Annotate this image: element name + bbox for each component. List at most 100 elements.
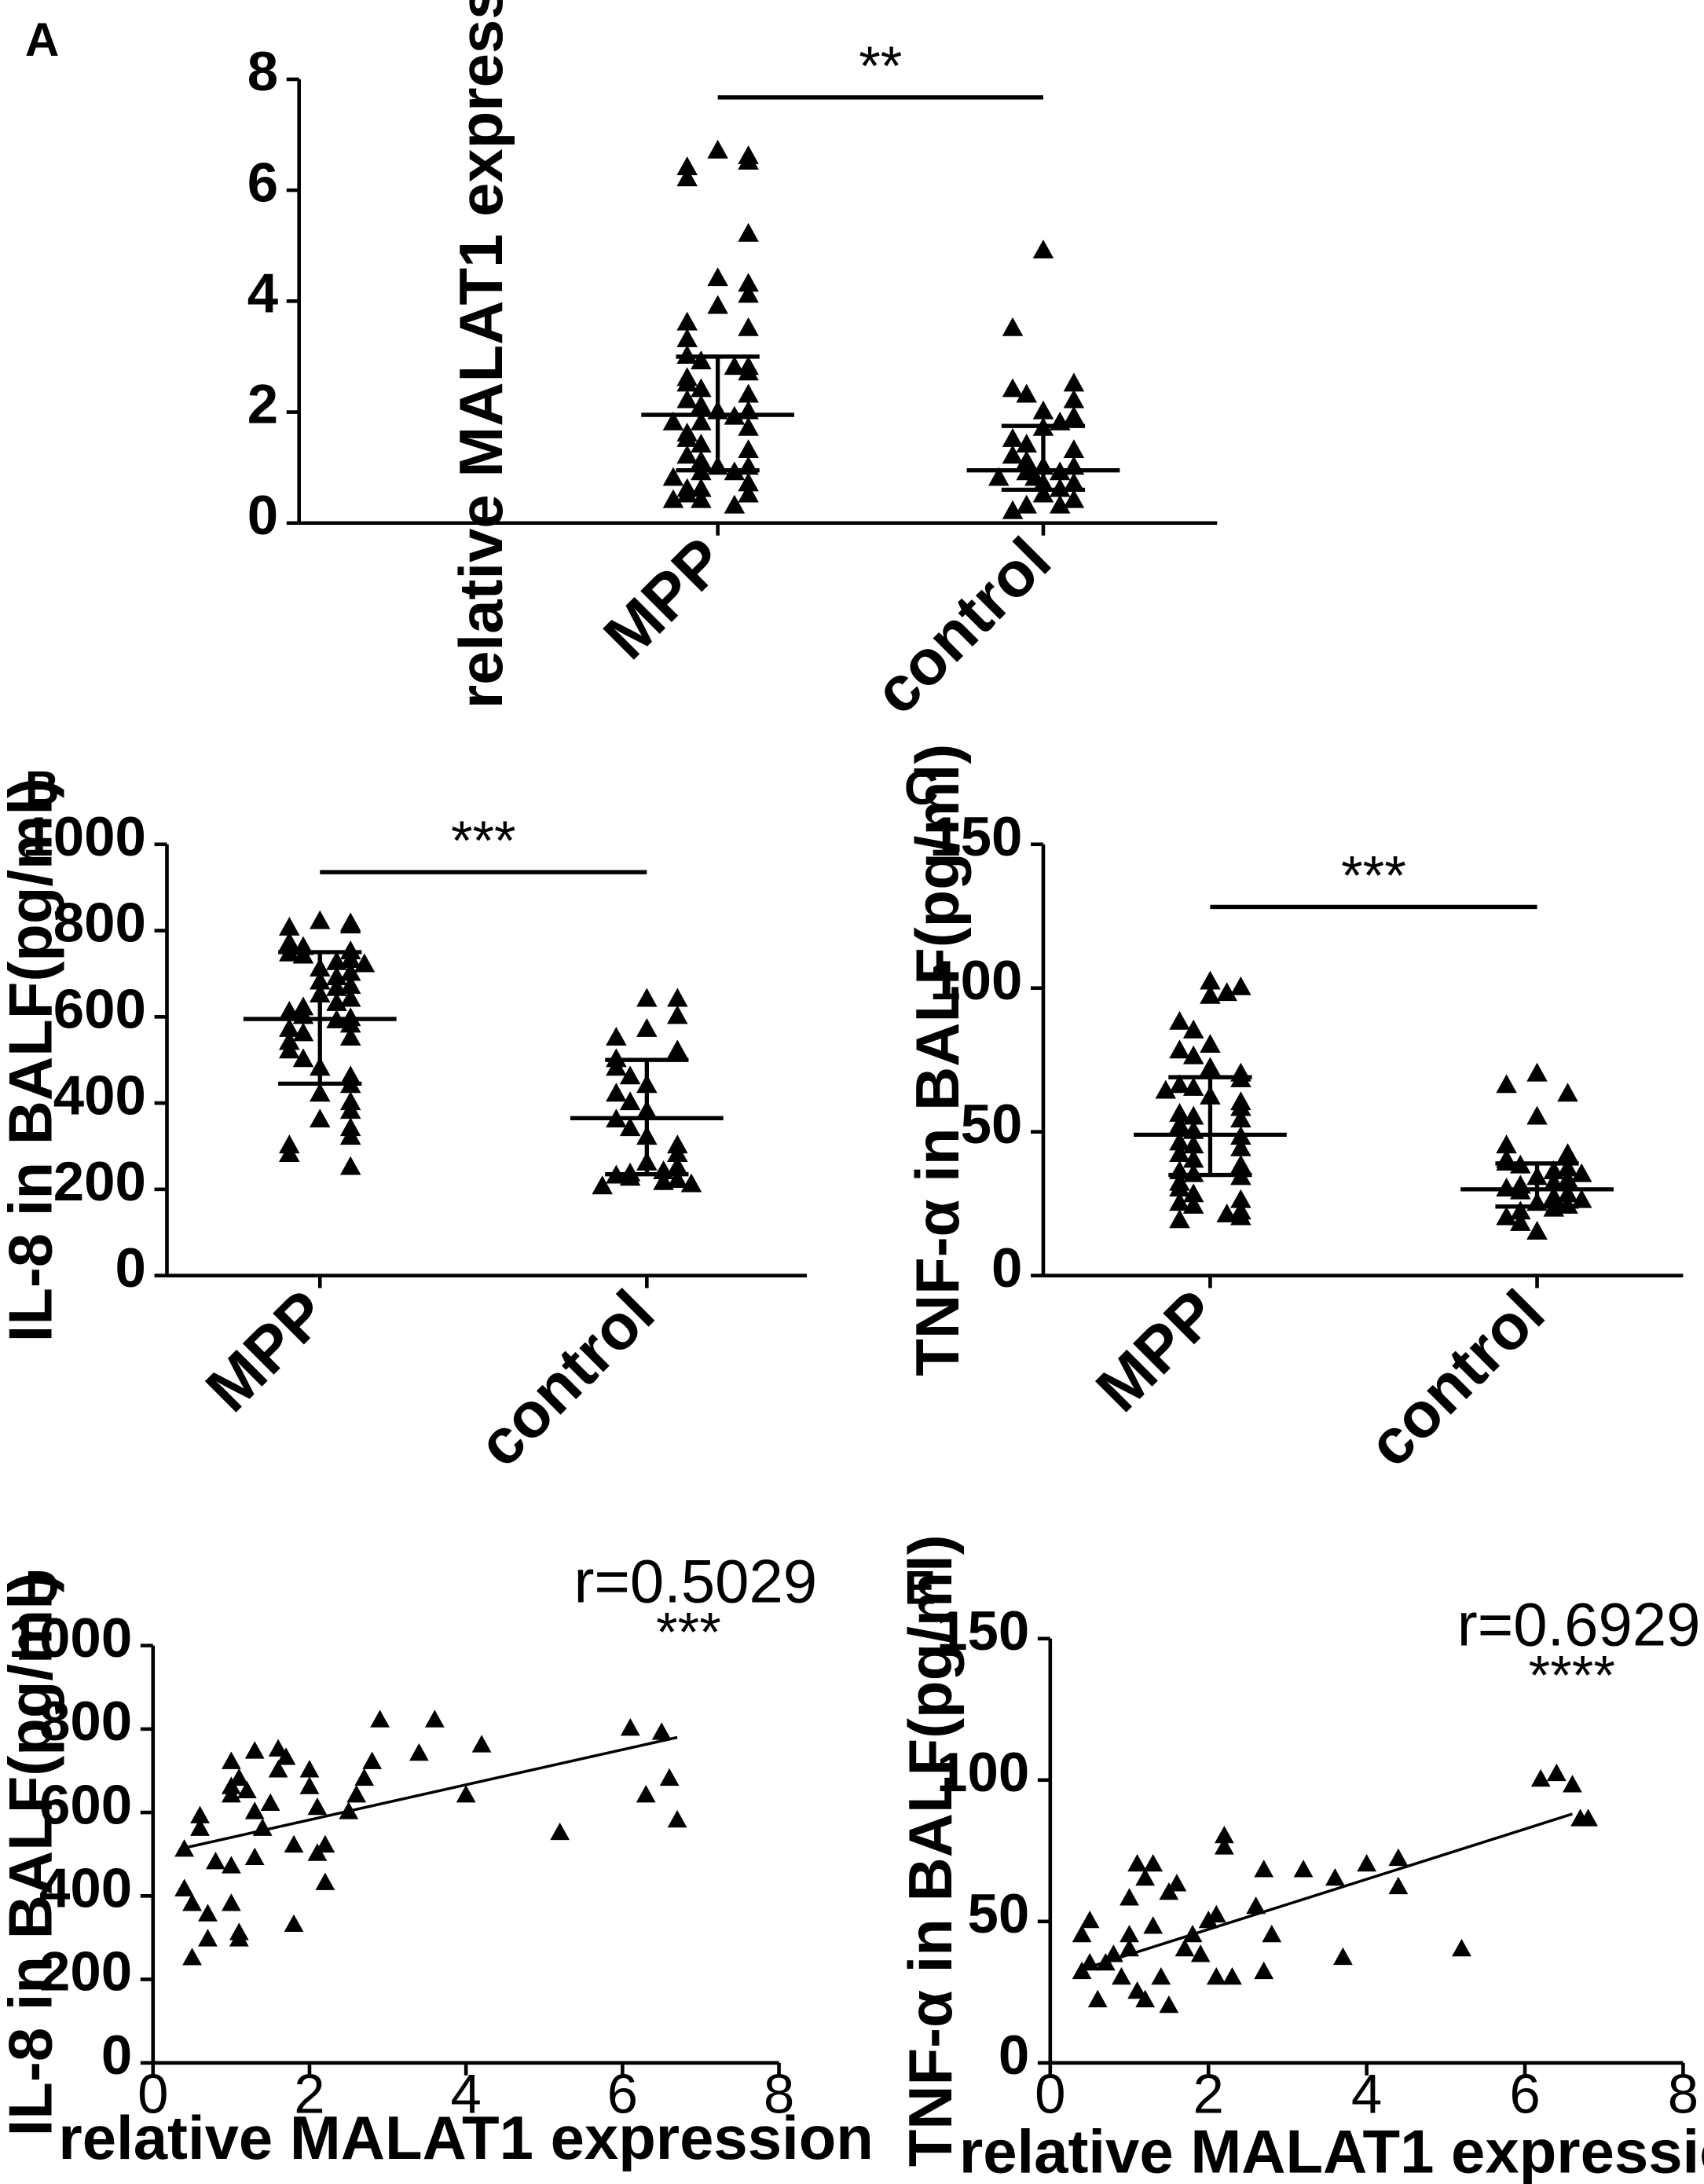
- data-point-mpp: [691, 478, 712, 497]
- data-point: [244, 1801, 265, 1819]
- data-point-mpp: [354, 953, 376, 973]
- y-tick-label: 0: [991, 1237, 1022, 1299]
- data-point: [1206, 1904, 1226, 1923]
- data-point: [307, 1797, 328, 1816]
- data-point-mpp: [676, 372, 698, 392]
- significance-label: ***: [451, 810, 516, 872]
- data-point-control: [1557, 1195, 1578, 1214]
- x-tick-label: 2: [1193, 2064, 1224, 2126]
- y-tick-label: 1000: [22, 806, 146, 868]
- data-point: [1127, 1853, 1147, 1872]
- data-point-mpp: [1230, 1206, 1251, 1226]
- data-point: [1452, 1938, 1471, 1957]
- data-point-mpp: [292, 1022, 314, 1042]
- data-point-control: [680, 1173, 702, 1193]
- data-point-mpp: [1216, 1203, 1237, 1222]
- y-tick-label: 600: [39, 1774, 132, 1836]
- y-tick-label: 0: [999, 2025, 1029, 2087]
- data-point-mpp: [1169, 1039, 1190, 1059]
- data-point-control: [1049, 478, 1071, 497]
- data-point-mpp: [339, 914, 361, 934]
- category-label-mpp: MPP: [192, 1277, 341, 1425]
- data-point-mpp: [1169, 1074, 1190, 1094]
- data-point: [424, 1709, 445, 1728]
- data-point: [229, 1768, 249, 1786]
- data-point: [1214, 1837, 1234, 1855]
- data-point: [1159, 1995, 1179, 2014]
- data-point: [1190, 1944, 1211, 1962]
- data-point: [1079, 1910, 1100, 1929]
- data-point-mpp: [676, 328, 698, 347]
- data-point: [1388, 1848, 1409, 1867]
- data-point-mpp: [707, 267, 728, 287]
- data-point-mpp: [676, 156, 698, 175]
- data-point-mpp: [724, 356, 746, 376]
- data-point-mpp: [691, 434, 712, 453]
- data-point-mpp: [309, 1108, 331, 1128]
- data-point: [1254, 1860, 1274, 1878]
- data-point: [221, 1856, 241, 1874]
- data-point-mpp: [738, 151, 759, 170]
- data-point-control: [1002, 500, 1024, 519]
- data-point-mpp: [279, 1143, 300, 1163]
- data-point-control: [1557, 1169, 1578, 1188]
- y-tick-label: 400: [53, 1065, 146, 1127]
- data-point-mpp: [738, 383, 759, 403]
- data-point-mpp: [339, 1126, 361, 1145]
- data-point: [284, 1834, 304, 1853]
- data-point-mpp: [339, 1013, 361, 1033]
- y-tick-label: 4: [247, 263, 278, 325]
- data-point-mpp: [691, 489, 712, 508]
- data-point-control: [1496, 1152, 1517, 1171]
- data-point-mpp: [326, 992, 347, 1011]
- data-point-mpp: [738, 472, 759, 492]
- y-tick-label: 100: [936, 1742, 1029, 1804]
- x-tick-label: 6: [1509, 2064, 1540, 2126]
- data-point: [174, 1878, 195, 1896]
- data-point-mpp: [691, 378, 712, 398]
- data-point-mpp: [279, 1039, 300, 1059]
- data-point: [1254, 1961, 1274, 1980]
- data-point-mpp: [1182, 1105, 1204, 1125]
- data-point-mpp: [707, 295, 728, 314]
- data-point-mpp: [1182, 1195, 1204, 1214]
- data-point-mpp: [738, 439, 759, 459]
- data-point-mpp: [326, 977, 347, 996]
- panel-letter: C: [904, 761, 938, 814]
- data-point: [190, 1818, 210, 1836]
- correlation-label: r=0.6929: [1457, 1590, 1701, 1659]
- data-point: [299, 1760, 320, 1778]
- data-point-mpp: [292, 1048, 314, 1068]
- data-point-mpp: [662, 411, 684, 431]
- data-point-mpp: [339, 988, 361, 1007]
- data-point: [636, 1785, 656, 1803]
- data-point-mpp: [339, 1100, 361, 1119]
- data-point-control: [1063, 472, 1085, 492]
- data-point-mpp: [1216, 982, 1237, 1002]
- data-point: [1388, 1876, 1409, 1895]
- data-point: [354, 1768, 375, 1786]
- data-point: [1087, 1989, 1108, 2008]
- data-point-control: [1032, 483, 1054, 503]
- data-point-mpp: [339, 975, 361, 994]
- data-point-control: [606, 1057, 627, 1076]
- data-point-mpp: [326, 951, 347, 970]
- data-point-control: [667, 1143, 688, 1163]
- data-point-mpp: [279, 1001, 300, 1020]
- data-point-control: [1557, 1083, 1578, 1102]
- data-point: [268, 1760, 288, 1778]
- data-point: [198, 1904, 218, 1922]
- y-tick-label: 50: [961, 1094, 1023, 1156]
- category-label-mpp: MPP: [590, 524, 738, 672]
- data-point-mpp: [662, 489, 684, 508]
- data-point-control: [606, 1026, 627, 1046]
- x-axis-label: relative MALAT1 expression: [58, 2103, 873, 2172]
- data-point: [1143, 1916, 1163, 1934]
- data-point: [182, 1893, 202, 1911]
- panel-letter: E: [904, 1562, 936, 1614]
- data-point-control: [1543, 1171, 1565, 1191]
- data-point-control: [1526, 1105, 1548, 1125]
